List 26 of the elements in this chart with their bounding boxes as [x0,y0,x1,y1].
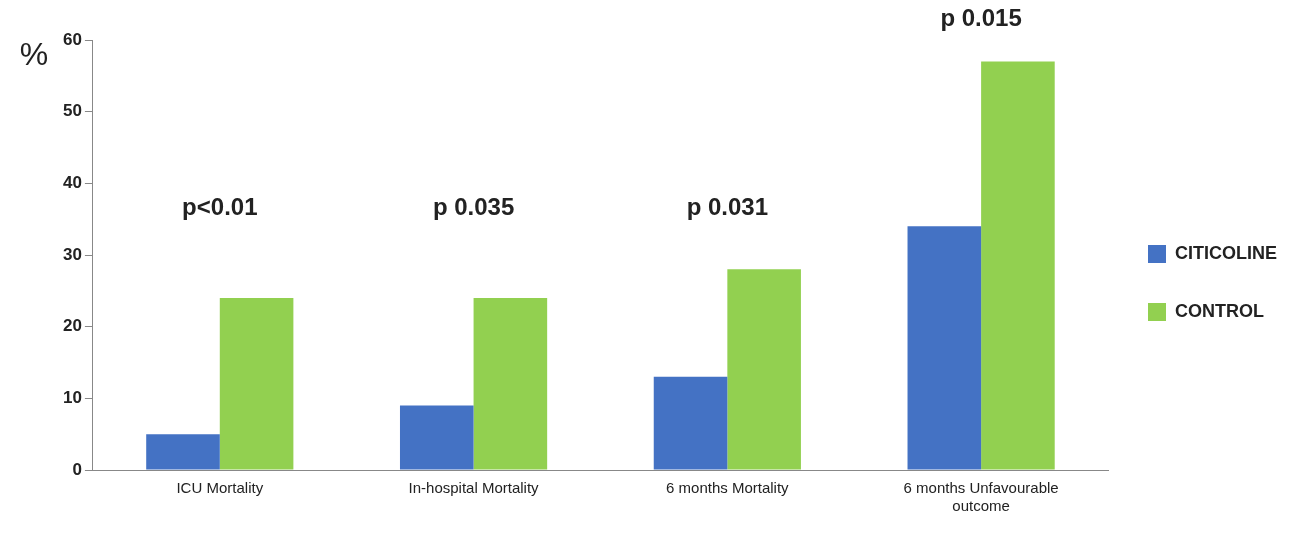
y-tick-label: 10 [62,388,82,408]
annotation: p 0.031 [686,193,769,221]
y-tick-label: 0 [72,459,82,479]
y-tick-label: 20 [62,316,82,336]
x-tick-label: In-hospital Mortality [408,479,540,497]
bar [727,269,801,470]
y-tick-label: 40 [62,173,82,193]
y-tick-label: 50 [62,101,82,121]
legend-label: CONTROL [1175,300,1264,321]
bar [981,61,1055,470]
legend-label: CITICOLINE [1175,242,1277,263]
x-tick-label: ICU Mortality [176,479,264,497]
bar [907,226,982,470]
annotation: p 0.035 [432,193,515,221]
y-axis-title: % [19,35,49,72]
y-tick-label: 30 [62,244,82,264]
annotation: p<0.01 [182,193,258,221]
text: p 0.015 [940,4,1022,32]
y-tick-label: 60 [62,29,82,49]
bar [399,405,474,470]
bar [473,298,548,470]
bar [146,434,220,470]
bar [653,376,728,470]
x-tick-label: 6 months Unfavourable outcome [903,479,1059,515]
bar [219,298,294,470]
x-tick-label: 6 months Mortality [666,479,790,497]
